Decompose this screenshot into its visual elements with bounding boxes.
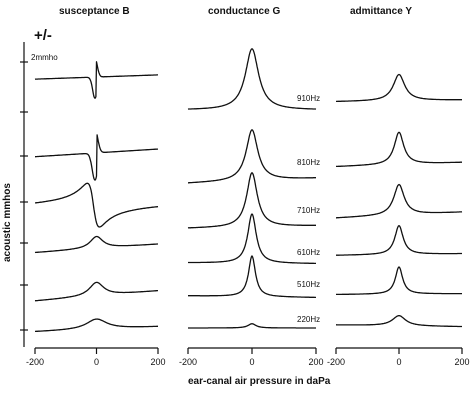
x-tick-label: -200 — [327, 357, 345, 367]
panel-title: conductance G — [208, 6, 280, 17]
x-tick-label: 0 — [396, 357, 401, 367]
x-axis-label: ear-canal air pressure in daPa — [188, 376, 331, 387]
freq-label: 220Hz — [297, 315, 320, 324]
x-tick-label: -200 — [26, 357, 44, 367]
freq-label: 910Hz — [297, 94, 320, 103]
x-tick-label: 200 — [308, 357, 323, 367]
trace-220Hz — [34, 318, 159, 333]
trace-510Hz — [335, 266, 463, 296]
x-tick-label: -200 — [179, 357, 197, 367]
trace-510Hz — [187, 255, 317, 299]
panel-1: conductance G -200 0 200 — [179, 6, 324, 367]
trace-220Hz — [187, 323, 317, 329]
y-axis — [20, 42, 28, 347]
freq-label: 710Hz — [297, 206, 320, 215]
panel-0: susceptance B -200 0 200 — [26, 6, 166, 367]
trace-710Hz — [187, 172, 317, 229]
freq-label: 610Hz — [297, 248, 320, 257]
trace-510Hz — [34, 281, 159, 302]
panel-2: admittance Y -200 0 200 — [327, 6, 470, 367]
y-axis-label: acoustic mmhos — [2, 183, 13, 262]
freq-label: 810Hz — [297, 158, 320, 167]
trace-910Hz — [187, 48, 317, 110]
freq-label: 510Hz — [297, 280, 320, 289]
panel-title: susceptance B — [59, 6, 130, 17]
trace-810Hz — [187, 129, 317, 184]
trace-220Hz — [335, 314, 463, 328]
trace-610Hz — [335, 225, 463, 256]
trace-710Hz — [34, 182, 159, 228]
trace-710Hz — [335, 183, 463, 219]
trace-610Hz — [34, 235, 159, 254]
scale-label: 2mmho — [31, 53, 58, 62]
x-tick-label: 200 — [150, 357, 165, 367]
trace-810Hz — [34, 134, 159, 181]
panel-title: admittance Y — [350, 6, 412, 17]
x-tick-label: 0 — [249, 357, 254, 367]
trace-610Hz — [187, 213, 317, 265]
sign-label: +/- — [34, 27, 52, 44]
trace-810Hz — [335, 131, 463, 168]
trace-910Hz — [34, 61, 159, 99]
x-tick-label: 200 — [454, 357, 469, 367]
x-tick-label: 0 — [94, 357, 99, 367]
trace-910Hz — [335, 73, 463, 103]
